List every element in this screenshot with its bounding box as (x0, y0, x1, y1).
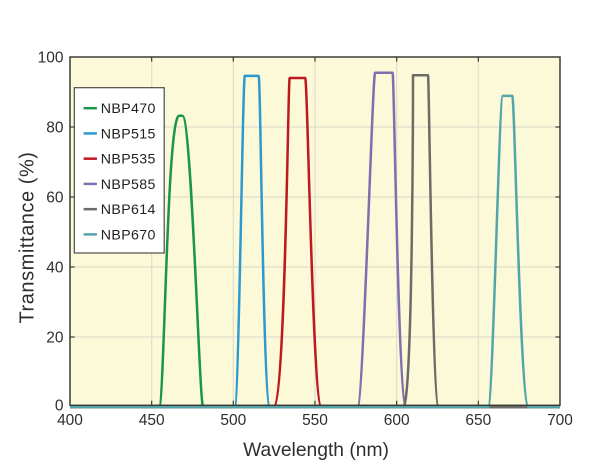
svg-text:NBP470: NBP470 (101, 101, 156, 117)
svg-text:NBP535: NBP535 (101, 152, 156, 168)
svg-text:80: 80 (46, 119, 64, 136)
svg-text:400: 400 (57, 412, 83, 429)
svg-text:550: 550 (302, 412, 328, 429)
svg-text:500: 500 (220, 412, 246, 429)
svg-text:600: 600 (384, 412, 410, 429)
svg-text:700: 700 (547, 412, 573, 429)
svg-text:100: 100 (38, 49, 64, 66)
svg-text:NBP670: NBP670 (101, 227, 156, 243)
svg-text:60: 60 (46, 189, 64, 206)
svg-text:40: 40 (46, 259, 64, 276)
svg-text:450: 450 (139, 412, 165, 429)
svg-text:0: 0 (55, 398, 64, 415)
svg-text:650: 650 (465, 412, 491, 429)
svg-text:NBP585: NBP585 (101, 177, 156, 193)
svg-text:Transmittance (%): Transmittance (%) (17, 152, 39, 324)
svg-text:NBP614: NBP614 (101, 202, 156, 218)
svg-text:NBP515: NBP515 (101, 126, 156, 142)
svg-text:Wavelength (nm): Wavelength (nm) (243, 440, 389, 461)
svg-text:20: 20 (46, 329, 64, 346)
